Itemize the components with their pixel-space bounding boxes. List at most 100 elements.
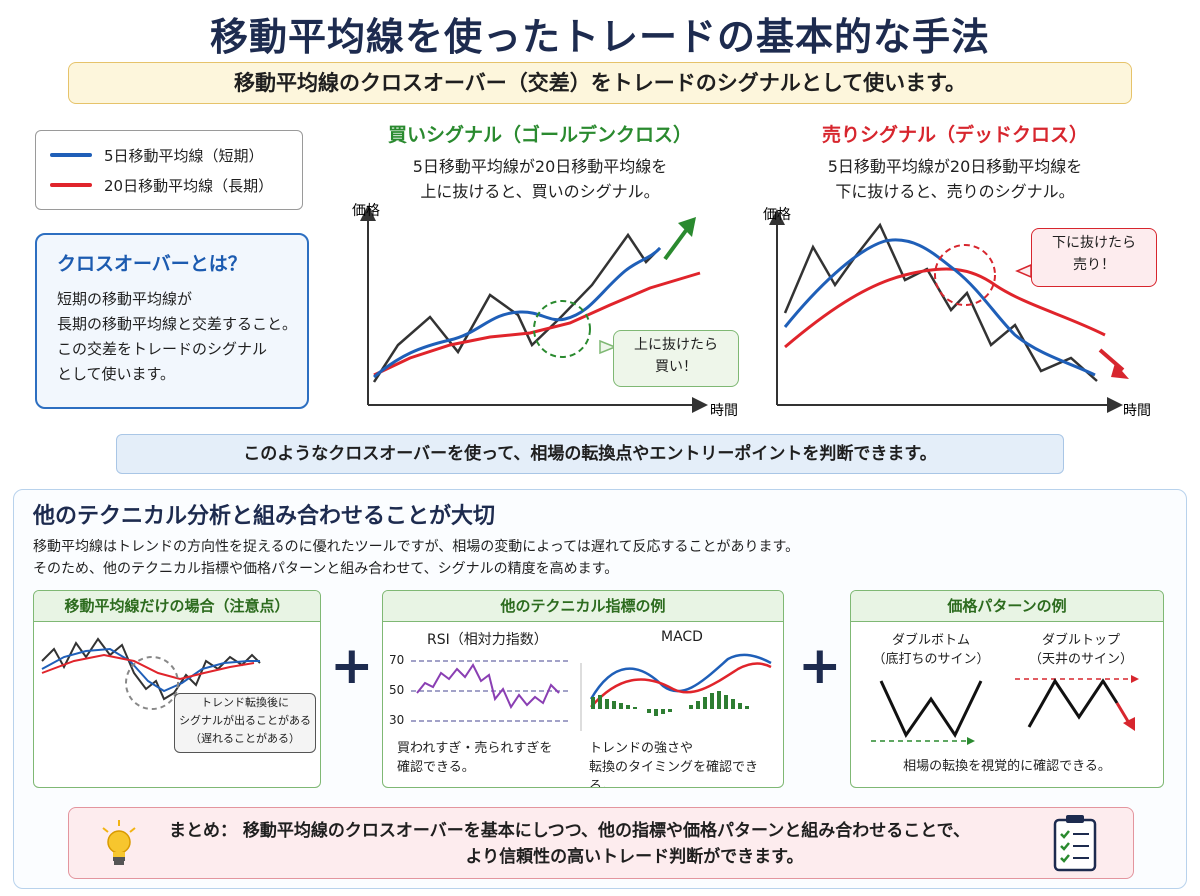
macd-histogram [591, 691, 749, 716]
subtitle-banner: 移動平均線のクロスオーバー（交差）をトレードのシグナルとして使います。 [68, 62, 1132, 104]
x-axis-label: 時間 [1123, 403, 1151, 419]
price-line [783, 222, 1098, 382]
double-bottom-shape [879, 680, 983, 739]
rsi-label: RSI（相対力指数） [427, 632, 548, 648]
crossover-line: 長期の移動平均線と交差すること。 [57, 315, 298, 333]
bubble-tail [1015, 263, 1032, 279]
y-axis-label: 価格 [763, 207, 791, 223]
rsi-tick-70: 70 [389, 653, 405, 667]
short-ma-line [41, 647, 260, 693]
long-ma-line [373, 271, 701, 377]
crossover-text: 短期の移動平均線が 長期の移動平均線と交差すること。 この交差をトレードのシグナ… [57, 287, 297, 387]
macd-line [589, 653, 772, 700]
dead-desc-line: 5日移動平均線が20日移動平均線を [827, 157, 1083, 176]
sell-bubble-line: 下に抜けたら [1052, 235, 1136, 251]
buy-bubble-line: 買い！ [655, 359, 697, 375]
macd-label: MACD [661, 629, 703, 645]
double-bottom-label: ダブルボトム （底打ちのサイン） [861, 631, 1001, 669]
macd-caption-line: 転換のタイミングを確認できる。 [589, 760, 759, 788]
section-desc-line: 移動平均線はトレンドの方向性を捉えるのに優れたツールですが、相場の変動によっては… [33, 539, 800, 555]
plus-icon: + [330, 636, 374, 696]
section-desc: 移動平均線はトレンドの方向性を捉えるのに優れたツールですが、相場の変動によっては… [33, 536, 799, 580]
short-ma-line [373, 246, 662, 379]
crossover-heading: クロスオーバーとは？ [57, 253, 247, 275]
legend-item-short: 5日移動平均線（短期） [50, 143, 264, 167]
summary-line-2: より信頼性の高いトレード判断ができます。 [465, 847, 804, 867]
delay-highlight [125, 656, 179, 710]
crossover-highlight [934, 244, 996, 306]
indicator-charts [411, 653, 772, 731]
arrow-down-head [1111, 363, 1129, 379]
crossover-definition-box: クロスオーバーとは？ 短期の移動平均線が 長期の移動平均線と交差すること。 この… [35, 233, 309, 409]
arrow-up-head [678, 217, 696, 237]
golden-cross-chart: 価格 時間 [352, 203, 738, 419]
y-axis-label: 価格 [352, 203, 380, 219]
price-line [372, 232, 661, 383]
golden-cross-title: 買いシグナル（ゴールデンクロス） [387, 124, 692, 146]
rsi-caption: 買われすぎ・売られすぎを 確認できる。 [397, 739, 552, 777]
dead-cross-desc: 5日移動平均線が20日移動平均線を 下に抜けると、売りのシグナル。 [745, 154, 1165, 204]
delay-line: （遅れることがある） [190, 732, 300, 745]
legend-item-long: 20日移動平均線（長期） [50, 173, 273, 197]
crossover-line: この交差をトレードのシグナル [57, 340, 268, 358]
dead-cross-chart: 価格 時間 [763, 207, 1151, 419]
bubble-tail [599, 339, 618, 355]
crossover-line: 短期の移動平均線が [57, 290, 193, 308]
rsi-line [416, 663, 560, 710]
plus-icon: + [798, 636, 842, 696]
rsi-caption-line: 買われすぎ・売られすぎを [397, 741, 553, 756]
delay-line: トレンド転換後に [201, 696, 289, 709]
delay-line: シグナルが出ることがある [179, 714, 311, 727]
double-bottom-line: （底打ちのサイン） [872, 652, 990, 667]
double-top-label: ダブルトップ （天井のサイン） [1011, 631, 1151, 669]
panel-patterns: 価格パターンの例 ダブルボトム （底打ちのサイン） ダブルトップ （天井のサイン… [850, 590, 1164, 788]
buy-bubble: 上に抜けたら 買い！ [613, 330, 739, 387]
arrow-down-icon [1098, 348, 1125, 372]
price-line [41, 637, 261, 701]
rsi-caption-line: 確認できる。 [397, 760, 475, 775]
summary-line-1: まとめ： 移動平均線のクロスオーバーを基本にしつつ、他の指標や価格パターンと組み… [169, 821, 971, 841]
double-top-line: ダブルトップ [1041, 633, 1120, 648]
macd-signal-line [590, 662, 772, 708]
sell-bubble: 下に抜けたら 売り！ [1031, 228, 1157, 287]
golden-cross-desc: 5日移動平均線が20日移動平均線を 上に抜けると、買いのシグナル。 [330, 154, 750, 204]
panel-patterns-heading: 価格パターンの例 [851, 591, 1163, 622]
summary-box: まとめ： 移動平均線のクロスオーバーを基本にしつつ、他の指標や価格パターンと組み… [68, 807, 1134, 879]
crossover-highlight [533, 300, 591, 358]
dead-desc-line: 下に抜けると、売りのシグナル。 [835, 182, 1075, 201]
panel-indicators: 他のテクニカル指標の例 RSI（相対力指数） MACD 70 50 30 買われ… [382, 590, 784, 788]
rsi-tick-50: 50 [389, 683, 405, 697]
legend: 5日移動平均線（短期） 20日移動平均線（長期） [35, 130, 303, 210]
panel-ma-only: 移動平均線だけの場合（注意点） トレンド転換後に シグナルが出ることがある （遅… [33, 590, 321, 788]
double-top-line: （天井のサイン） [1028, 652, 1133, 667]
rsi-tick-30: 30 [389, 713, 405, 727]
support-arrow-head [967, 737, 975, 745]
golden-desc-line: 5日移動平均線が20日移動平均線を [412, 157, 668, 176]
arrow-down-icon [1115, 702, 1131, 724]
info-bar: このようなクロスオーバーを使って、相場の転換点やエントリーポイントを判断できます… [116, 434, 1064, 474]
section-title: 他のテクニカル分析と組み合わせることが大切 [33, 504, 496, 529]
double-bottom-line: ダブルボトム [891, 633, 970, 648]
pattern-drawings [871, 675, 1139, 745]
panel-ma-heading: 移動平均線だけの場合（注意点） [34, 591, 320, 622]
panel-indicators-heading: 他のテクニカル指標の例 [383, 591, 783, 622]
long-ma-swatch [50, 183, 92, 187]
patterns-caption: 相場の転換を視覚的に確認できる。 [903, 759, 1111, 774]
ma-only-chart [41, 637, 261, 710]
sell-bubble-line: 売り！ [1073, 257, 1115, 273]
long-ma-line [41, 653, 255, 681]
page-title: 移動平均線を使ったトレードの基本的な手法 [209, 15, 990, 59]
macd-caption: トレンドの強さや 転換のタイミングを確認できる。 [589, 739, 783, 788]
legend-long-label: 20日移動平均線（長期） [104, 176, 274, 195]
buy-bubble-line: 上に抜けたら [634, 337, 718, 353]
x-axis-label: 時間 [710, 403, 738, 419]
dead-cross-title: 売りシグナル（デッドクロス） [821, 124, 1088, 146]
summary-text: まとめ： 移動平均線のクロスオーバーを基本にしつつ、他の指標や価格パターンと組み… [169, 818, 970, 870]
macd-caption-line: トレンドの強さや [589, 741, 694, 756]
double-top-shape [1027, 678, 1119, 728]
resistance-arrow-head [1131, 675, 1139, 683]
delay-bubble: トレンド転換後に シグナルが出ることがある （遅れることがある） [174, 693, 316, 753]
arrow-down-head [1123, 717, 1135, 731]
legend-short-label: 5日移動平均線（短期） [104, 146, 264, 165]
checklist-icon [1053, 815, 1097, 872]
